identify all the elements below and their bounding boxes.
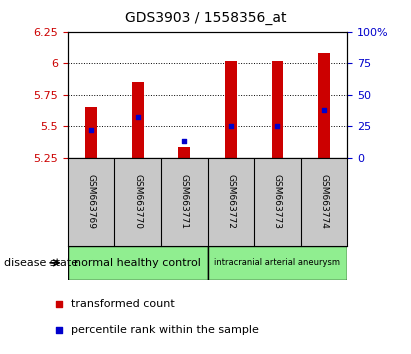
Text: percentile rank within the sample: percentile rank within the sample [71, 325, 259, 335]
Point [134, 114, 141, 120]
Point [228, 123, 234, 129]
Point [88, 127, 95, 133]
Text: transformed count: transformed count [71, 298, 175, 309]
Bar [68, 246, 208, 280]
Bar [318, 53, 330, 158]
Point [56, 301, 62, 307]
Bar [132, 82, 143, 158]
Text: GSM663772: GSM663772 [226, 174, 236, 229]
Text: GSM663773: GSM663773 [273, 174, 282, 229]
Bar [85, 107, 97, 158]
Point [181, 138, 187, 144]
Text: GDS3903 / 1558356_at: GDS3903 / 1558356_at [125, 11, 286, 25]
Bar [178, 148, 190, 158]
Point [321, 107, 327, 113]
Point [274, 123, 281, 129]
Point [56, 327, 62, 333]
Text: GSM663770: GSM663770 [133, 174, 142, 229]
Text: GSM663771: GSM663771 [180, 174, 189, 229]
Text: normal healthy control: normal healthy control [74, 258, 201, 268]
Text: intracranial arterial aneurysm: intracranial arterial aneurysm [215, 258, 340, 267]
Bar [208, 246, 347, 280]
Text: GSM663769: GSM663769 [87, 174, 96, 229]
Bar [225, 61, 237, 158]
Bar [272, 61, 283, 158]
Text: disease state: disease state [4, 258, 78, 268]
Text: GSM663774: GSM663774 [319, 174, 328, 229]
